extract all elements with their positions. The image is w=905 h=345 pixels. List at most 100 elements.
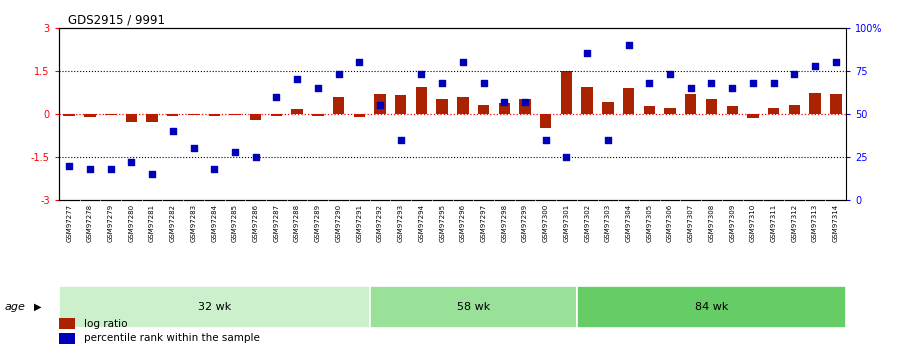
Text: GSM97302: GSM97302 — [585, 204, 590, 243]
Bar — [415, 87, 427, 114]
Text: GSM97280: GSM97280 — [129, 204, 134, 243]
Bar — [457, 97, 469, 114]
Bar — [59, 333, 74, 344]
Bar — [561, 71, 572, 114]
Text: GSM97309: GSM97309 — [729, 204, 735, 243]
Point — [787, 71, 802, 77]
Text: GSM97310: GSM97310 — [750, 204, 756, 243]
Point — [207, 166, 222, 172]
Bar — [809, 93, 821, 114]
Text: 32 wk: 32 wk — [197, 302, 231, 312]
Text: GSM97298: GSM97298 — [501, 204, 508, 243]
Text: GSM97300: GSM97300 — [543, 204, 548, 243]
Text: GSM97303: GSM97303 — [605, 204, 611, 243]
Bar — [436, 99, 448, 114]
Text: 58 wk: 58 wk — [457, 302, 490, 312]
Text: GSM97291: GSM97291 — [357, 204, 362, 243]
Point — [394, 137, 408, 142]
Bar — [188, 114, 199, 115]
Point — [228, 149, 243, 155]
Point — [186, 146, 201, 151]
Bar — [84, 114, 96, 117]
Point — [331, 71, 346, 77]
Text: GSM97281: GSM97281 — [149, 204, 155, 243]
Text: GSM97312: GSM97312 — [791, 204, 797, 243]
Point — [767, 80, 781, 86]
Text: GSM97288: GSM97288 — [294, 204, 300, 243]
Point — [601, 137, 615, 142]
Point — [662, 71, 677, 77]
Bar — [63, 114, 75, 116]
Point — [103, 166, 118, 172]
Text: GSM97294: GSM97294 — [418, 204, 424, 242]
Text: GSM97279: GSM97279 — [108, 204, 114, 243]
Point — [725, 85, 739, 91]
Point — [145, 171, 159, 177]
Text: ▶: ▶ — [34, 302, 42, 312]
Point — [683, 85, 698, 91]
Bar — [748, 114, 758, 118]
Text: GSM97299: GSM97299 — [522, 204, 528, 243]
Bar — [576, 286, 846, 328]
Text: 84 wk: 84 wk — [695, 302, 729, 312]
Bar — [685, 94, 697, 114]
Bar — [312, 114, 323, 116]
Point — [476, 80, 491, 86]
Bar — [602, 102, 614, 114]
Text: GSM97282: GSM97282 — [170, 204, 176, 242]
Text: GSM97305: GSM97305 — [646, 204, 653, 243]
Bar — [147, 114, 157, 122]
Point — [580, 51, 595, 56]
Text: GSM97285: GSM97285 — [232, 204, 238, 242]
Point — [559, 154, 574, 160]
Bar — [727, 106, 738, 114]
Text: GSM97284: GSM97284 — [211, 204, 217, 242]
Bar — [250, 114, 262, 120]
Point — [497, 99, 511, 105]
Text: GSM97301: GSM97301 — [564, 204, 569, 243]
Point — [373, 102, 387, 108]
Bar — [540, 114, 551, 128]
Bar — [830, 94, 842, 114]
Bar — [167, 114, 178, 116]
Point — [248, 154, 263, 160]
Text: GSM97290: GSM97290 — [336, 204, 341, 243]
Bar — [229, 114, 241, 115]
Text: GDS2915 / 9991: GDS2915 / 9991 — [68, 14, 165, 27]
Bar — [623, 88, 634, 114]
Point — [62, 163, 76, 168]
Point — [124, 159, 138, 165]
Bar — [582, 87, 593, 114]
Point — [455, 59, 470, 65]
Text: GSM97313: GSM97313 — [812, 204, 818, 243]
Bar — [354, 114, 365, 117]
Bar — [291, 109, 303, 114]
Point — [622, 42, 636, 48]
Text: GSM97287: GSM97287 — [273, 204, 280, 243]
Point — [82, 166, 97, 172]
Text: percentile rank within the sample: percentile rank within the sample — [83, 334, 260, 343]
Bar — [706, 99, 717, 114]
Bar — [271, 114, 282, 116]
Bar — [768, 108, 779, 114]
Point — [538, 137, 553, 142]
Text: GSM97293: GSM97293 — [397, 204, 404, 243]
Point — [269, 94, 283, 99]
Text: GSM97307: GSM97307 — [688, 204, 694, 243]
Text: GSM97311: GSM97311 — [771, 204, 776, 243]
Bar — [664, 108, 676, 114]
Bar — [105, 114, 117, 115]
Text: GSM97278: GSM97278 — [87, 204, 93, 243]
Text: GSM97304: GSM97304 — [625, 204, 632, 243]
Text: GSM97286: GSM97286 — [252, 204, 259, 243]
Text: GSM97306: GSM97306 — [667, 204, 673, 243]
Bar — [519, 99, 530, 114]
Text: GSM97283: GSM97283 — [191, 204, 196, 243]
Point — [290, 77, 304, 82]
Text: GSM97277: GSM97277 — [66, 204, 72, 243]
Text: log ratio: log ratio — [83, 319, 128, 329]
Text: GSM97297: GSM97297 — [481, 204, 487, 243]
Text: GSM97295: GSM97295 — [439, 204, 445, 242]
Text: GSM97308: GSM97308 — [709, 204, 714, 243]
Point — [829, 59, 843, 65]
